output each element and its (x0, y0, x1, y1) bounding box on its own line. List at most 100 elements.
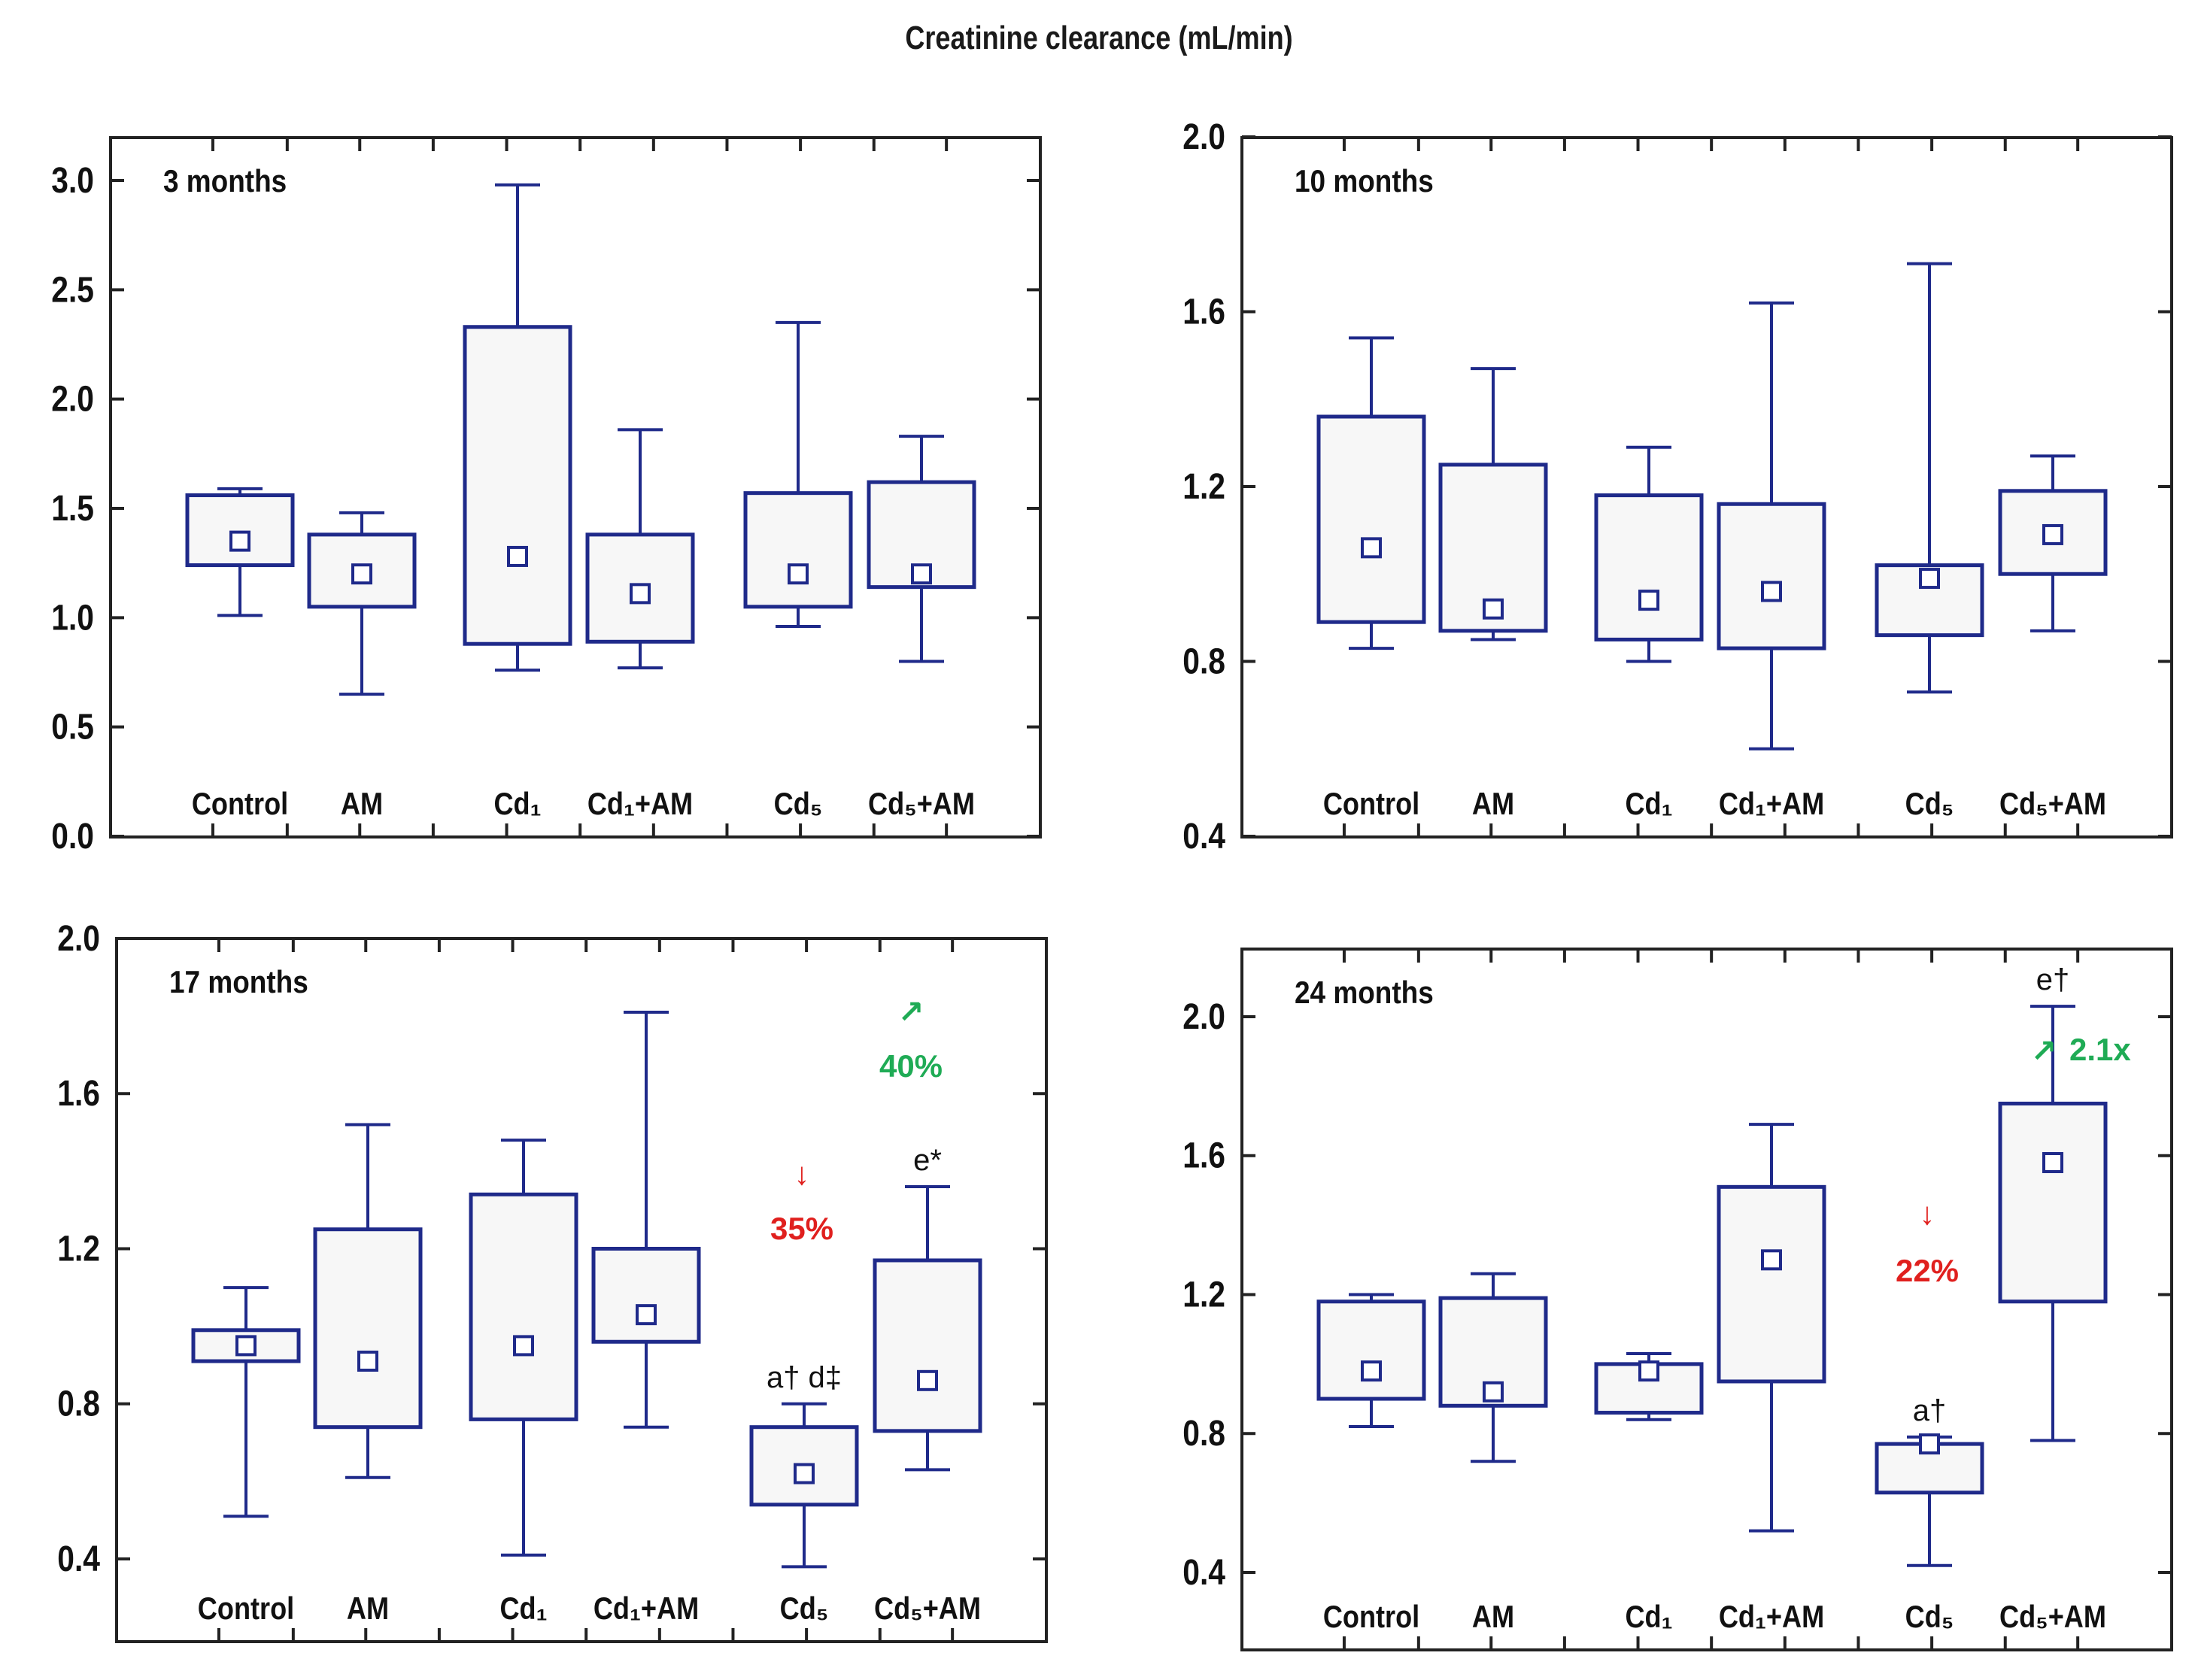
box-2: AM (1438, 1272, 1548, 1635)
panel-frame (1240, 948, 2173, 1651)
panel-1: 0.0 0.5 1.0 1.5 2.0 2.5 3.0 3 months Control AM Cd… (51, 136, 1042, 857)
category-label: Cd₅ (1905, 1600, 1954, 1635)
panel-frame (109, 136, 1042, 838)
box-4: Cd₁+AM (1717, 301, 1826, 822)
figure-title: Creatinine clearance (mL/min) (905, 20, 1293, 56)
mean-marker (1761, 1249, 1782, 1271)
mean-marker (917, 1369, 938, 1391)
significance-label: e* (913, 1144, 942, 1177)
box-iqr (185, 493, 295, 568)
mean-marker (1483, 598, 1504, 620)
box-iqr (1998, 1101, 2108, 1304)
box-1: Control (185, 487, 295, 822)
box-iqr (313, 1227, 423, 1430)
mean-marker (1638, 590, 1659, 611)
box-4: Cd₁+AM (585, 428, 695, 822)
box-iqr (1316, 1299, 1426, 1401)
panel-title: 24 months (1295, 975, 1434, 1011)
mean-marker (1761, 581, 1782, 602)
box-1: Control (191, 1286, 301, 1627)
box-5: Cd₅ (749, 1402, 859, 1627)
significance-label: a† d‡ (767, 1361, 842, 1394)
y-tick-label: 0.4 (1182, 1553, 1225, 1593)
box-iqr (1594, 493, 1704, 641)
y-tick-label: 1.0 (51, 598, 94, 638)
mean-marker (513, 1335, 534, 1357)
change-arrow: ↗ (897, 994, 924, 1030)
category-label: Cd₁ (1625, 787, 1672, 822)
category-label: AM (341, 787, 383, 822)
y-tick-label: 2.0 (51, 380, 94, 420)
box-5: Cd₅ (743, 320, 853, 822)
y-tick-label: 0.4 (1182, 817, 1225, 857)
category-label: Cd₅+AM (868, 787, 975, 822)
y-tick-label: 1.6 (1182, 292, 1225, 332)
y-tick-label: 1.6 (57, 1074, 100, 1114)
box-iqr (591, 1247, 701, 1344)
change-arrow: ↗ (2030, 1033, 2057, 1069)
box-1: Control (1316, 336, 1426, 822)
box-iqr (463, 325, 572, 646)
box-3: Cd₁ (1594, 445, 1704, 822)
box-iqr (469, 1192, 578, 1421)
y-tick-label: 0.5 (51, 708, 94, 748)
category-label: Cd₁+AM (587, 787, 693, 822)
mean-marker (630, 583, 651, 605)
mean-marker (636, 1304, 657, 1326)
y-tick-label: 3.0 (51, 161, 94, 201)
box-2: AM (307, 511, 417, 822)
box-iqr (1316, 414, 1426, 624)
category-label: Cd₁ (499, 1592, 547, 1627)
category-label: AM (1472, 787, 1514, 822)
y-tick-label: 2.0 (57, 919, 100, 959)
category-label: Cd₅ (780, 1592, 829, 1627)
category-label: Cd₁+AM (1719, 787, 1824, 822)
y-tick-label: 0.8 (1182, 1414, 1225, 1454)
mean-marker (1361, 1360, 1382, 1382)
change-arrow: ↓ (794, 1156, 810, 1191)
mean-marker (357, 1351, 378, 1372)
box-4: Cd₁+AM (591, 1010, 701, 1627)
y-tick-label: 1.5 (51, 489, 94, 529)
y-tick-label: 2.0 (1182, 117, 1225, 157)
box-3: Cd₁ (469, 1139, 578, 1627)
box-iqr (743, 491, 853, 609)
category-label: AM (347, 1592, 389, 1627)
category-label: AM (1472, 1600, 1514, 1635)
box-2: AM (313, 1123, 423, 1627)
change-arrow: ↓ (1920, 1196, 1935, 1231)
category-label: Control (1323, 1600, 1419, 1635)
box-3: Cd₁ (1594, 1352, 1704, 1635)
box-6: Cd₅+AM (1998, 1005, 2108, 1635)
y-tick-label: 0.4 (57, 1539, 100, 1579)
y-tick-label: 0.8 (1182, 641, 1225, 681)
mean-marker (788, 563, 809, 585)
mean-marker (1638, 1360, 1659, 1382)
box-iqr (1717, 1184, 1826, 1384)
y-tick-label: 1.2 (57, 1229, 100, 1269)
y-tick-label: 2.5 (51, 270, 94, 310)
box-6: Cd₅+AM (873, 1185, 982, 1627)
box-3: Cd₁ (463, 183, 572, 822)
mean-marker (911, 563, 932, 585)
box-5: Cd₅ (1875, 262, 1984, 822)
mean-marker (2042, 523, 2063, 545)
y-tick-label: 1.2 (1182, 1275, 1225, 1315)
category-label: Cd₅+AM (874, 1592, 981, 1627)
significance-label: a† (1913, 1394, 1947, 1427)
mean-marker (229, 530, 250, 552)
panel-title: 17 months (169, 965, 308, 1000)
y-tick-label: 0.0 (51, 817, 94, 857)
mean-marker (1483, 1381, 1504, 1403)
category-label: Control (192, 787, 288, 822)
category-label: Cd₁+AM (594, 1592, 699, 1627)
significance-label: e† (2036, 963, 2070, 996)
y-tick-label: 1.2 (1182, 467, 1225, 507)
change-percent: 40% (879, 1048, 943, 1084)
box-2: AM (1438, 367, 1548, 822)
category-label: Control (198, 1592, 294, 1627)
box-5: Cd₅ (1875, 1433, 1984, 1635)
box-iqr (873, 1258, 982, 1433)
y-tick-label: 1.6 (1182, 1136, 1225, 1176)
